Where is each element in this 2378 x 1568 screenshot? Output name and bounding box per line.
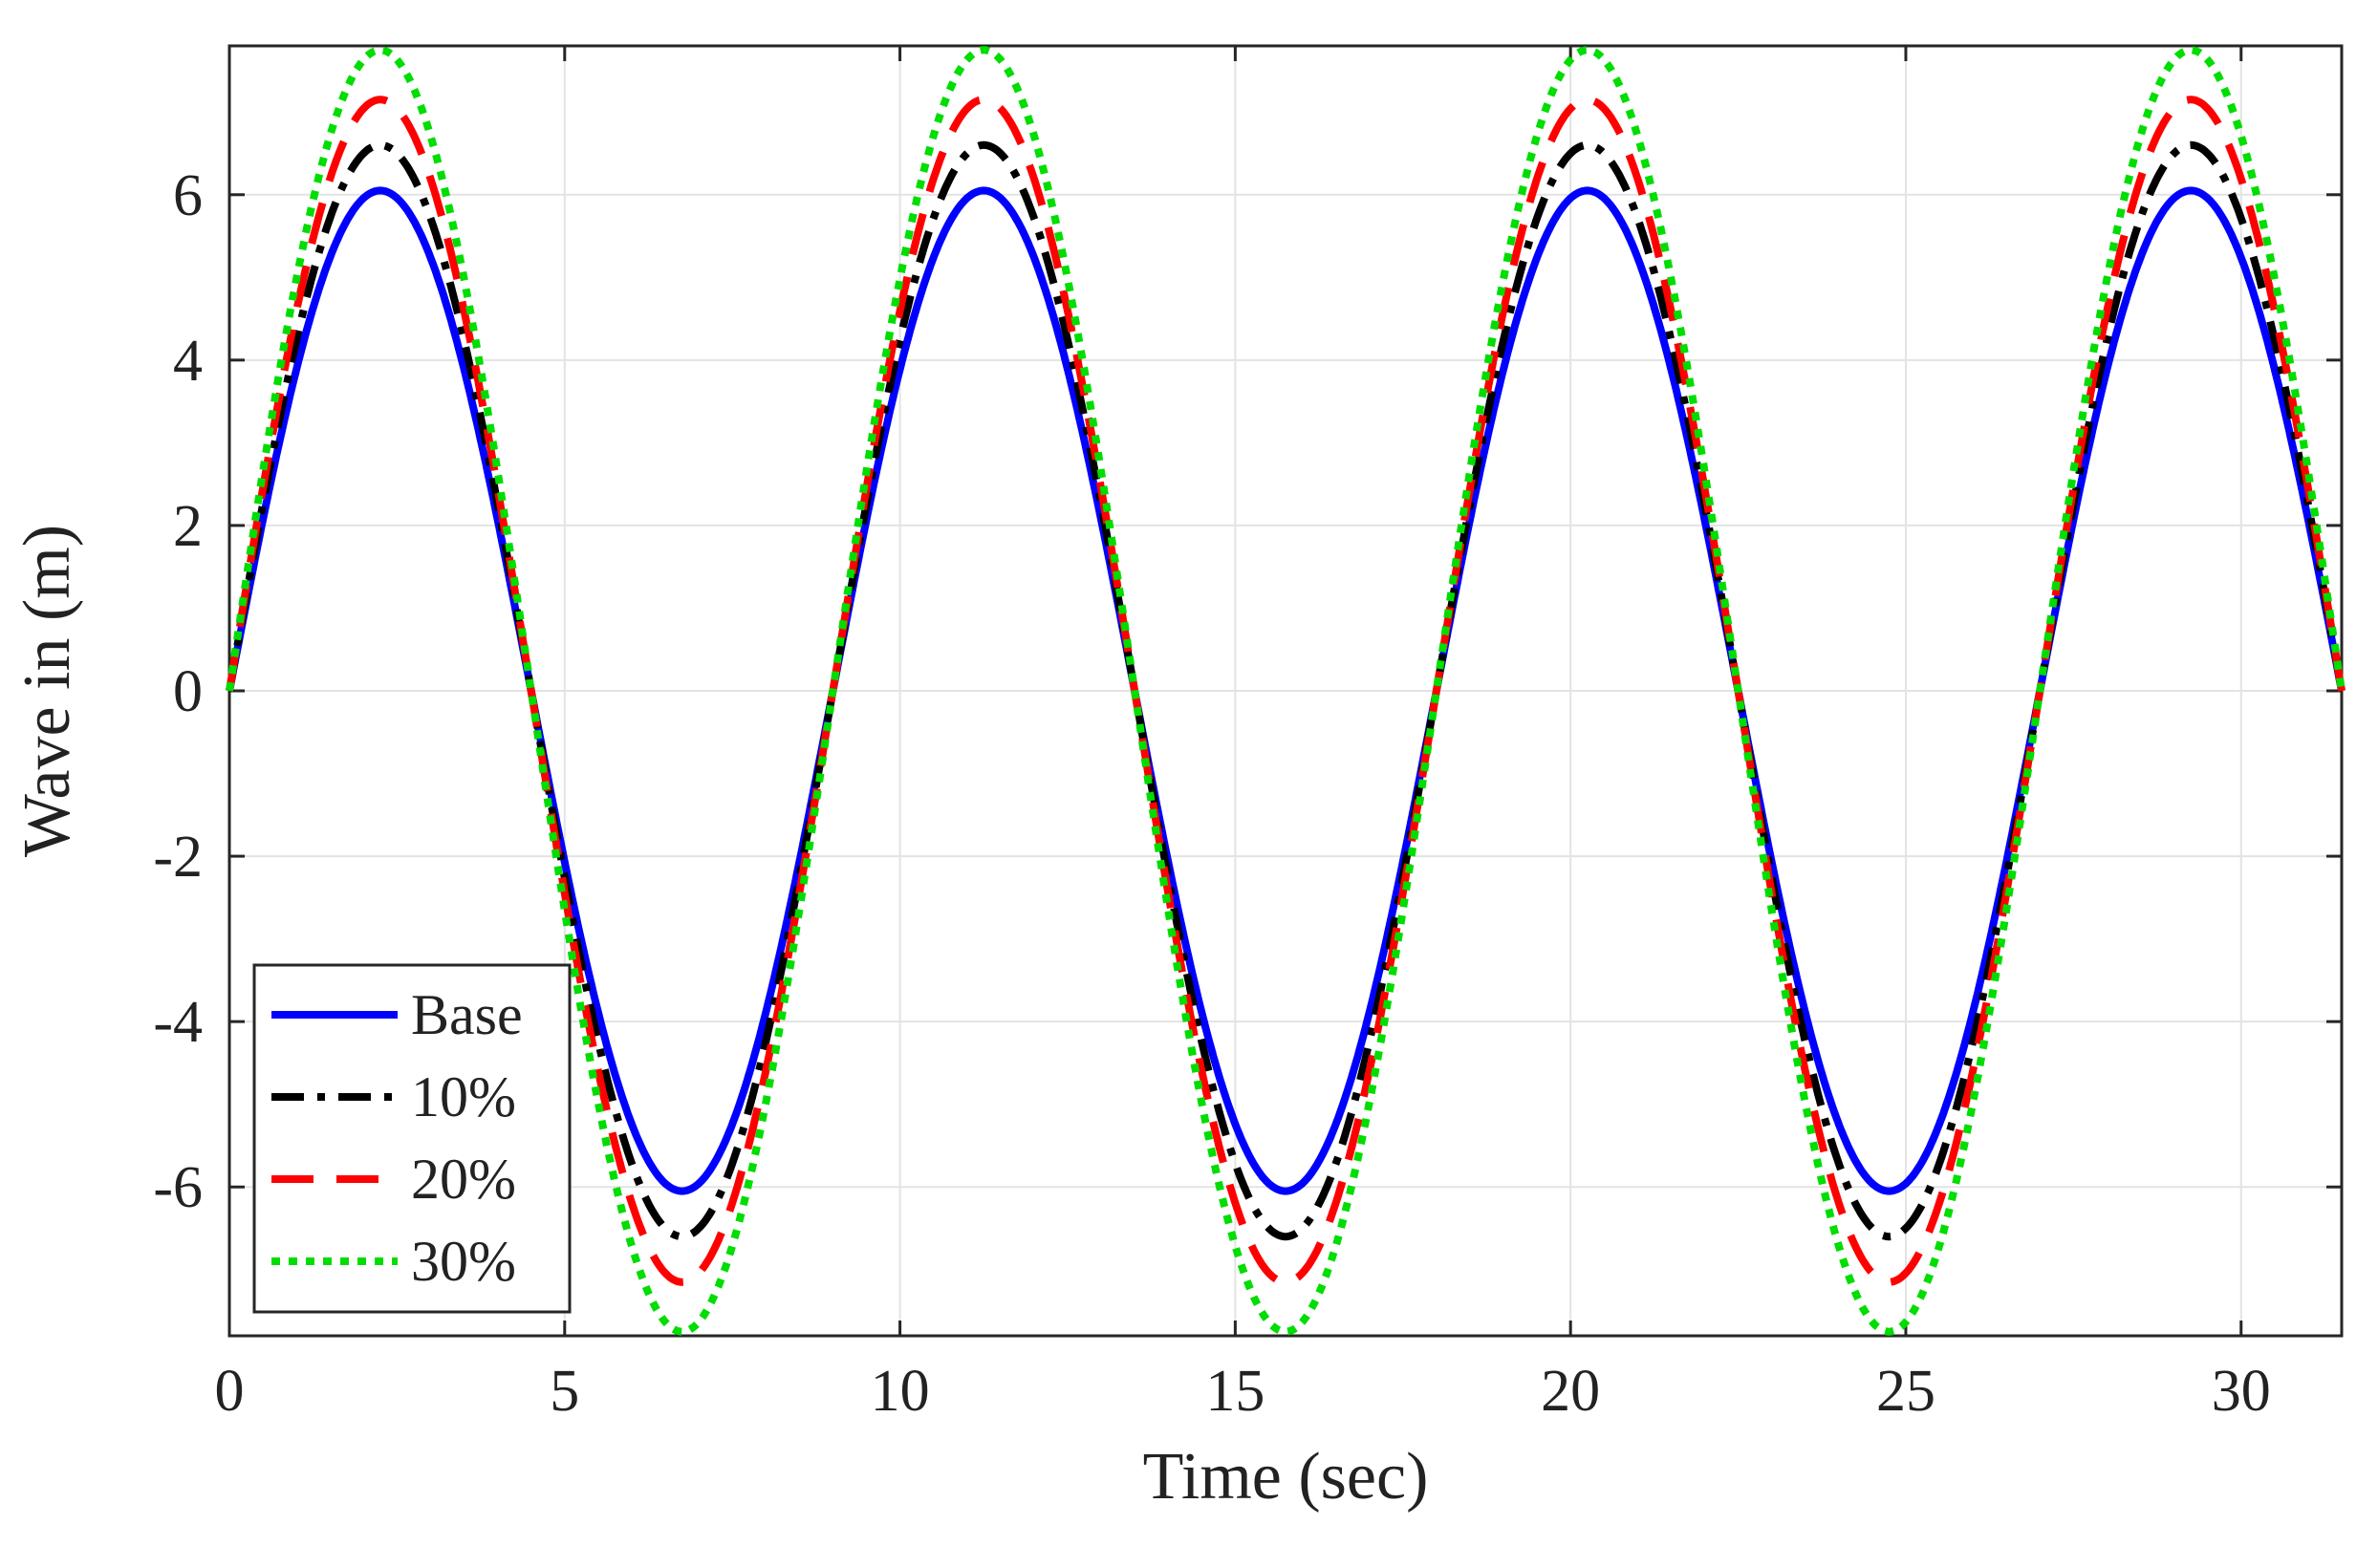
legend-entry-label: 10% — [411, 1065, 516, 1128]
axis-ticks: 0 5 10 15 20 25 30 -6 -4 -2 0 2 4 6 — [153, 46, 2342, 1424]
x-tick-label: 10 — [871, 1359, 930, 1424]
x-tick-label: 0 — [215, 1359, 245, 1424]
y-tick-label: 6 — [173, 163, 203, 228]
y-tick-label: -6 — [153, 1155, 203, 1220]
y-tick-label: 2 — [173, 494, 203, 559]
x-tick-label: 20 — [1541, 1359, 1600, 1424]
x-tick-label: 5 — [550, 1359, 579, 1424]
x-axis-label: Time (sec) — [1143, 1440, 1429, 1514]
series-line-10pct — [226, 140, 2346, 1241]
legend-entry-label: 30% — [411, 1230, 516, 1293]
series-group — [226, 46, 2346, 1336]
y-axis-label: Wave in (m) — [11, 525, 84, 857]
x-tick-label: 25 — [1876, 1359, 1935, 1424]
legend-box — [252, 963, 572, 1314]
series-line-30pct — [226, 46, 2346, 1336]
y-tick-label: 4 — [173, 329, 203, 394]
x-tick-label: 30 — [2212, 1359, 2271, 1424]
y-tick-label: -4 — [153, 990, 203, 1055]
series-line-base — [226, 186, 2346, 1195]
legend: Base 10% 20% 30% — [252, 963, 572, 1314]
y-tick-label: 0 — [173, 659, 203, 724]
y-tick-label: -2 — [153, 825, 203, 890]
legend-entry-label: 20% — [411, 1148, 516, 1211]
legend-entry-label: Base — [411, 983, 523, 1046]
x-tick-label: 15 — [1205, 1359, 1265, 1424]
